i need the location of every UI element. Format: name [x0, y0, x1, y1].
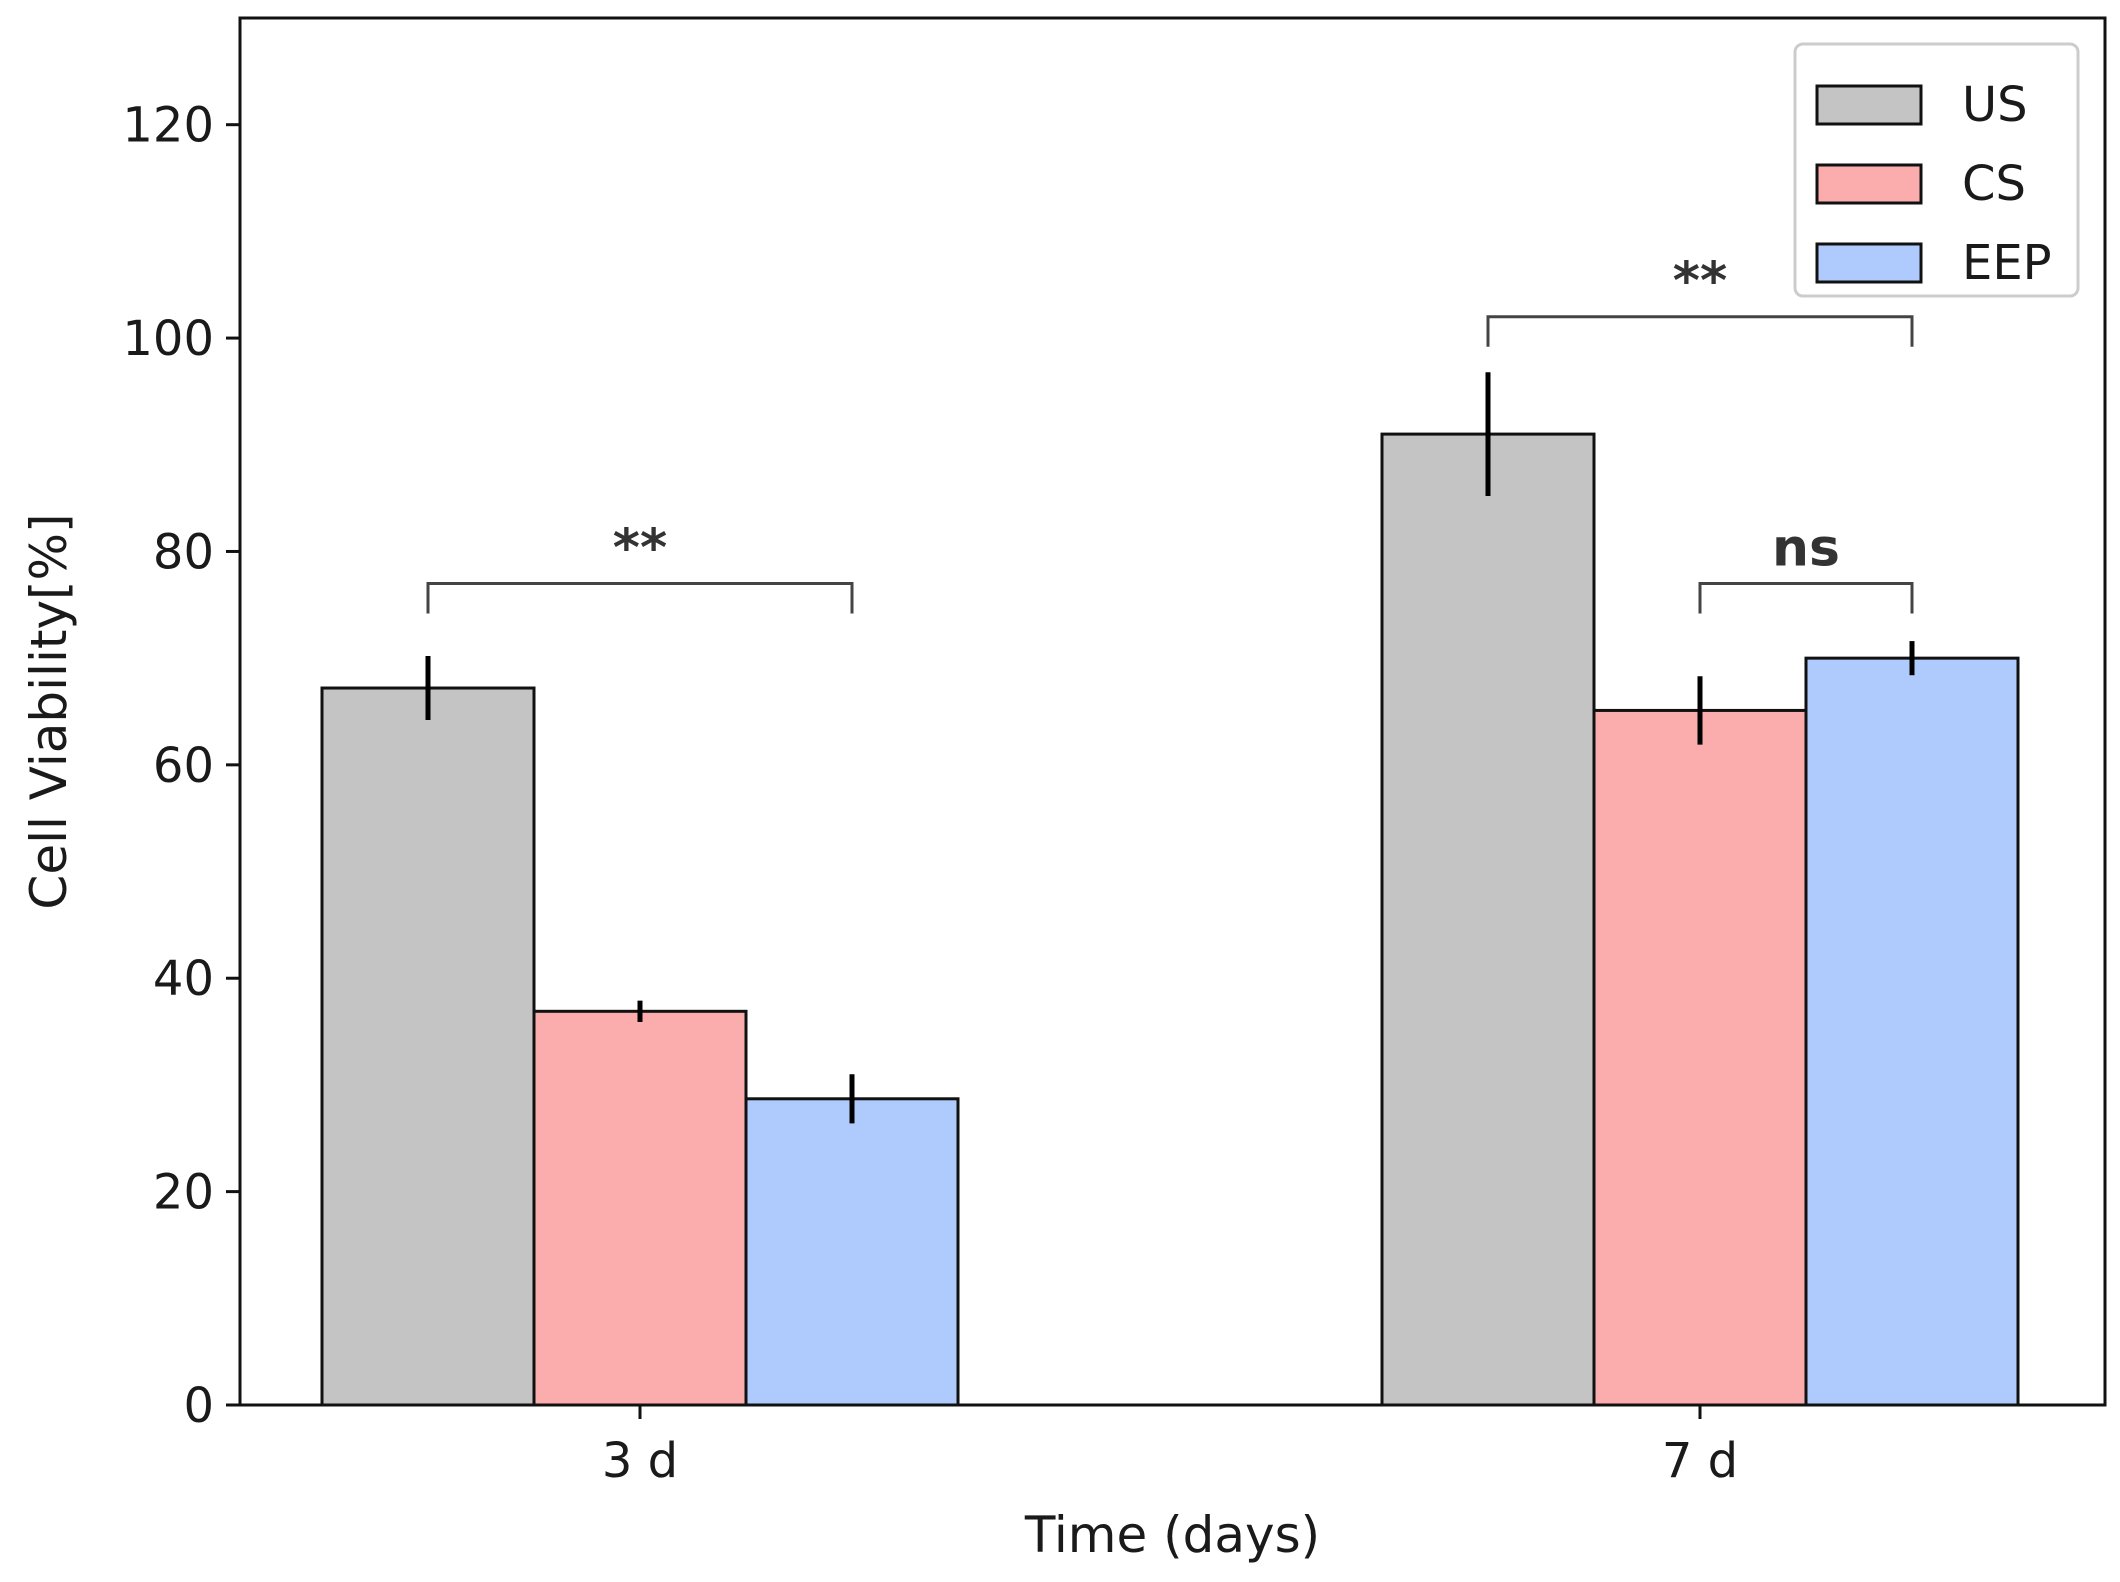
- significance-bracket-1: [426, 581, 854, 614]
- legend-swatch-cs: [1815, 163, 1923, 205]
- x-tick-label-7d: 7 d: [1662, 1433, 1738, 1489]
- y-tick-label-20: 20: [153, 1165, 214, 1221]
- error-bars-layer: [425, 372, 1915, 1124]
- legend-swatch-us: [1815, 84, 1923, 126]
- significance-label-2: **: [1673, 252, 1727, 312]
- y-axis: 0 20 40 60 80 100 120: [122, 98, 240, 1434]
- significance-label-3: ns: [1772, 518, 1840, 578]
- legend: US CS EEP: [1793, 42, 2080, 298]
- y-tick-label-40: 40: [153, 951, 214, 1007]
- bar-eep-7d: [1804, 656, 2020, 1407]
- legend-swatch-eep: [1815, 242, 1923, 284]
- y-tick-label-100: 100: [122, 311, 214, 367]
- x-axis-title: Time (days): [1024, 1506, 1320, 1564]
- bars-layer: [320, 432, 2020, 1407]
- legend-label-us: US: [1962, 77, 2028, 133]
- bar-us-7d: [1380, 432, 1596, 1407]
- significance-bracket-2: [1486, 315, 1914, 347]
- legend-label-eep: EEP: [1962, 235, 2052, 291]
- bar-us-3d: [320, 686, 536, 1407]
- y-tick-label-0: 0: [183, 1378, 214, 1434]
- bar-cs-3d: [532, 1009, 748, 1407]
- y-tick-label-120: 120: [122, 98, 214, 154]
- significance-layer: ** ** ns: [426, 252, 1914, 614]
- x-tick-label-3d: 3 d: [602, 1433, 678, 1489]
- legend-label-cs: CS: [1962, 156, 2026, 212]
- y-tick-label-60: 60: [153, 738, 214, 794]
- significance-bracket-3: [1698, 581, 1914, 614]
- significance-label-1: **: [613, 518, 667, 578]
- plot-frame: [238, 16, 2107, 1407]
- y-axis-title: Cell Viability[%]: [20, 513, 78, 909]
- x-axis: 3 d 7 d: [602, 1405, 1738, 1489]
- y-tick-label-80: 80: [153, 524, 214, 580]
- bar-eep-3d: [744, 1097, 960, 1407]
- bar-cs-7d: [1592, 708, 1808, 1407]
